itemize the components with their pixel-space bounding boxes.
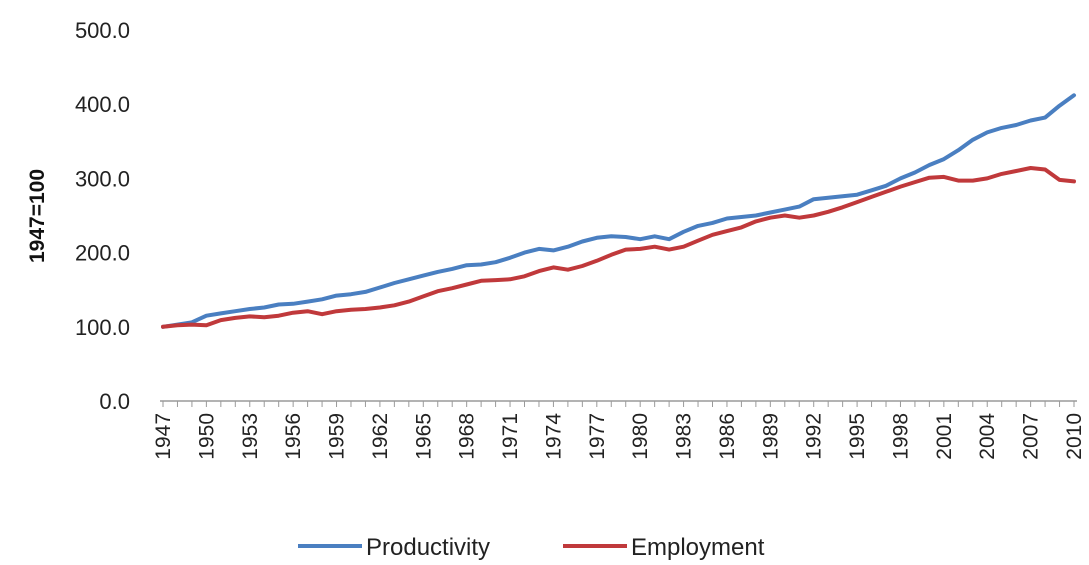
x-tick-label: 1989: [759, 413, 782, 460]
y-tick-label: 500.0: [75, 18, 130, 43]
x-tick-label: 2010: [1063, 413, 1086, 460]
legend-label-productivity: Productivity: [366, 534, 490, 561]
x-axis: [160, 400, 1077, 407]
x-tick-label: 1980: [629, 413, 652, 460]
x-tick-label: 1971: [499, 413, 522, 460]
x-tick-label: 1983: [673, 413, 696, 460]
series-line-employment: [161, 166, 1076, 329]
y-tick-label: 300.0: [75, 166, 130, 191]
y-axis-title: 1947=100: [26, 169, 49, 263]
series-line-productivity: [161, 93, 1076, 329]
x-axis-ticks: 1947 1950 1953 1956 1959 1962 1965 1968 1971 1974…: [152, 413, 1086, 460]
x-tick-label: 1950: [195, 413, 218, 460]
x-tick-label: 1953: [239, 413, 262, 460]
y-tick-label: 0.0: [99, 389, 130, 414]
legend-label-employment: Employment: [631, 534, 765, 561]
y-tick-label: 100.0: [75, 315, 130, 340]
x-tick-label: 2007: [1020, 413, 1043, 460]
x-tick-label: 1947: [152, 413, 175, 460]
x-tick-label: 1974: [542, 413, 565, 460]
y-axis-ticks: 0.0 100.0 200.0 300.0 400.0 500.0: [75, 18, 130, 414]
x-tick-label: 1986: [716, 413, 739, 460]
series-lines: [161, 93, 1076, 329]
x-tick-label: 1962: [369, 413, 392, 460]
y-tick-label: 400.0: [75, 92, 130, 117]
x-tick-label: 2001: [933, 413, 956, 460]
x-tick-label: 1977: [586, 413, 609, 460]
x-tick-label: 1998: [889, 413, 912, 460]
x-tick-label: 2004: [976, 413, 999, 460]
x-tick-label: 1992: [803, 413, 826, 460]
x-tick-label: 1995: [846, 413, 869, 460]
x-tick-label: 1956: [282, 413, 305, 460]
y-tick-label: 200.0: [75, 241, 130, 266]
legend: Productivity Employment: [298, 534, 765, 561]
y-axis-label: 1947=100: [26, 169, 49, 263]
x-tick-label: 1968: [456, 413, 479, 460]
x-tick-label: 1965: [412, 413, 435, 460]
x-tick-label: 1959: [326, 413, 349, 460]
